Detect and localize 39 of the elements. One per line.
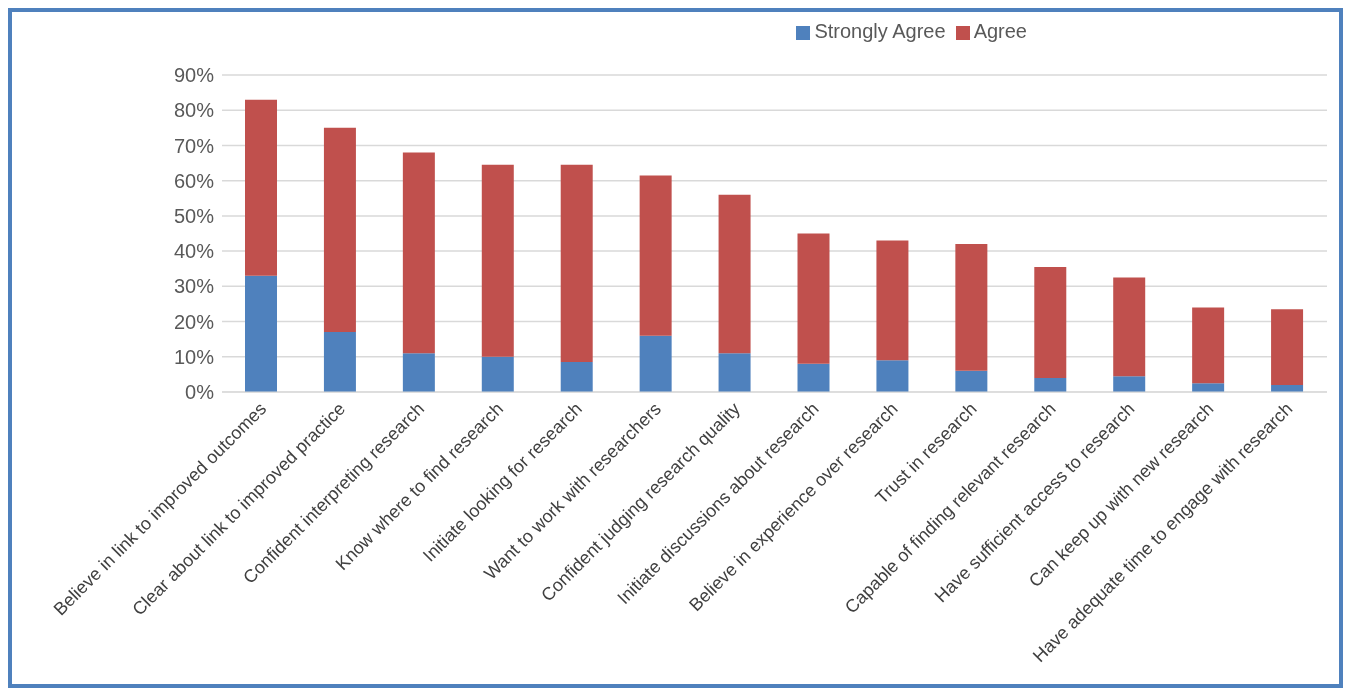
bar xyxy=(402,152,435,354)
y-tick-label: 90% xyxy=(173,64,215,87)
y-tick-label: 50% xyxy=(173,204,215,227)
legend-label: Agree xyxy=(973,20,1027,42)
bar xyxy=(1113,277,1146,377)
bar xyxy=(797,233,830,364)
bar xyxy=(639,335,672,392)
y-tick-label: 20% xyxy=(173,310,215,333)
y-tick-label: 80% xyxy=(173,99,215,122)
bar xyxy=(245,275,277,392)
bar xyxy=(797,363,830,392)
bar xyxy=(481,164,514,357)
legend-label: Strongly Agree xyxy=(814,20,946,42)
bar xyxy=(1192,383,1225,392)
bar xyxy=(718,194,751,354)
bar xyxy=(323,332,356,392)
bar xyxy=(1113,376,1146,392)
y-tick-label: 30% xyxy=(173,275,215,298)
bar xyxy=(1034,266,1067,378)
bar xyxy=(876,360,909,392)
bar xyxy=(1192,307,1225,384)
bar xyxy=(1034,377,1067,392)
bar xyxy=(560,362,593,392)
y-tick-label: 70% xyxy=(173,134,215,157)
bar xyxy=(876,240,909,361)
bar xyxy=(955,370,988,392)
bar xyxy=(560,164,593,363)
bar xyxy=(639,175,672,336)
bar xyxy=(245,99,277,276)
bar xyxy=(955,244,988,371)
y-tick-label: 40% xyxy=(173,240,215,263)
y-tick-label: 10% xyxy=(173,345,215,368)
bar xyxy=(323,127,356,333)
bar xyxy=(718,353,751,392)
y-tick-label: 60% xyxy=(173,169,215,192)
bar xyxy=(1271,309,1304,385)
y-tick-label: 0% xyxy=(185,381,215,404)
bar xyxy=(402,353,435,392)
bar xyxy=(481,356,514,392)
